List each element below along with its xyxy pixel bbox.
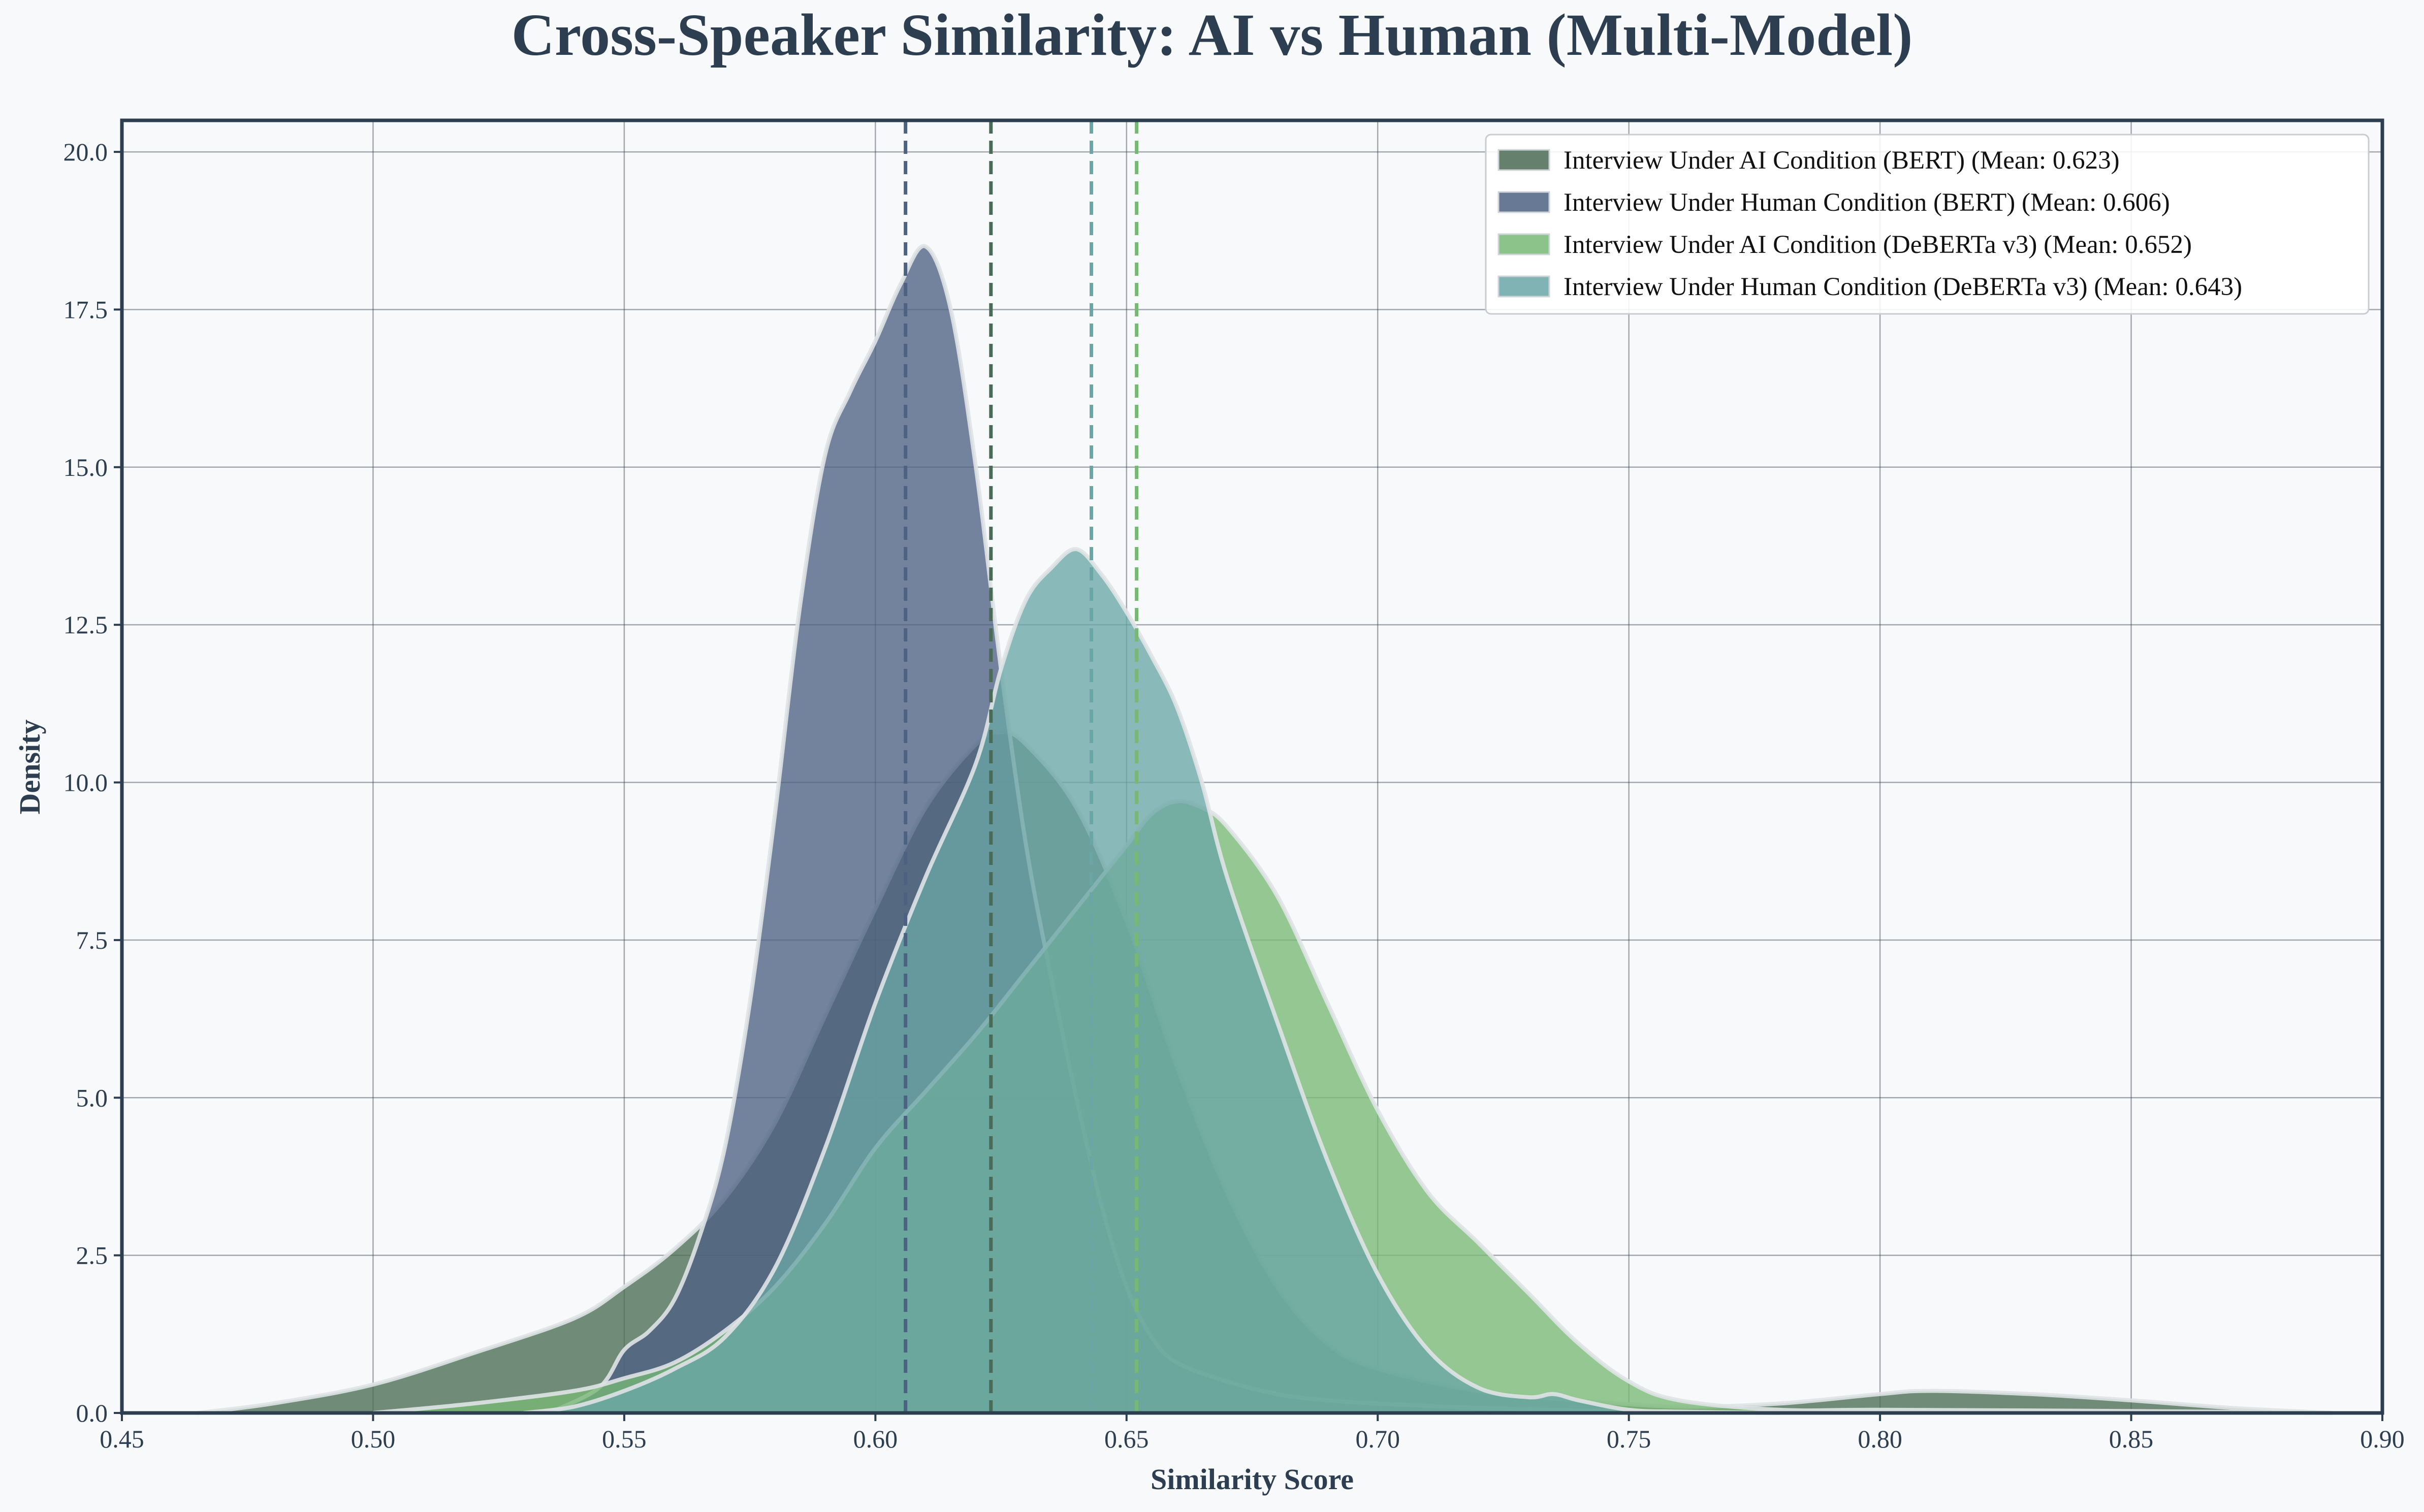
y-tick-label: 5.0	[76, 1083, 108, 1112]
x-tick-label: 0.80	[1858, 1425, 1902, 1453]
x-tick-label: 0.90	[2360, 1425, 2405, 1453]
x-tick-label: 0.60	[853, 1425, 898, 1453]
y-tick-label: 2.5	[76, 1241, 108, 1270]
y-tick-label: 17.5	[63, 295, 108, 324]
legend-label-series-4: Interview Under Human Condition (DeBERTa…	[1564, 273, 2242, 301]
legend-label-series-3: Interview Under AI Condition (DeBERTa v3…	[1564, 231, 2192, 259]
chart-title: Cross-Speaker Similarity: AI vs Human (M…	[512, 2, 1913, 68]
axis-ticks: 0.45 0.50 0.55 0.60 0.65 0.70 0.75 0.80 0.85 0.90…	[63, 138, 2405, 1453]
density-areas	[197, 244, 2333, 1415]
y-axis-label: Density	[13, 720, 46, 815]
legend: Interview Under AI Condition (BERT) (Mea…	[1485, 134, 2370, 315]
mean-lines	[904, 120, 1139, 1413]
y-tick-label: 7.5	[76, 926, 108, 954]
y-tick-label: 12.5	[63, 610, 108, 639]
legend-box	[1485, 134, 2370, 315]
x-tick-label: 0.65	[1104, 1425, 1149, 1453]
x-tick-label: 0.75	[1607, 1425, 1651, 1453]
density-outline-series-4	[523, 547, 1780, 1415]
plot-frame	[120, 118, 2384, 1415]
legend-swatch-series-2	[1497, 191, 1550, 213]
legend-swatch-series-3	[1497, 233, 1550, 255]
y-tick-label: 15.0	[63, 453, 108, 481]
x-tick-label: 0.85	[2109, 1425, 2154, 1453]
x-tick-label: 0.55	[602, 1425, 647, 1453]
x-tick-label: 0.45	[100, 1425, 144, 1453]
x-tick-label: 0.70	[1355, 1425, 1400, 1453]
y-tick-label: 10.0	[63, 768, 108, 797]
y-tick-label: 0.0	[76, 1399, 108, 1427]
legend-swatch-series-4	[1497, 275, 1550, 298]
legend-label-series-1: Interview Under AI Condition (BERT) (Mea…	[1564, 146, 2120, 175]
density-area-series-4	[524, 549, 1780, 1413]
x-axis-label: Similarity Score	[1151, 1463, 1354, 1496]
x-tick-label: 0.50	[351, 1425, 396, 1453]
legend-swatch-series-1	[1497, 149, 1550, 171]
y-tick-label: 20.0	[63, 138, 108, 166]
legend-label-series-2: Interview Under Human Condition (BERT) (…	[1564, 188, 2170, 217]
